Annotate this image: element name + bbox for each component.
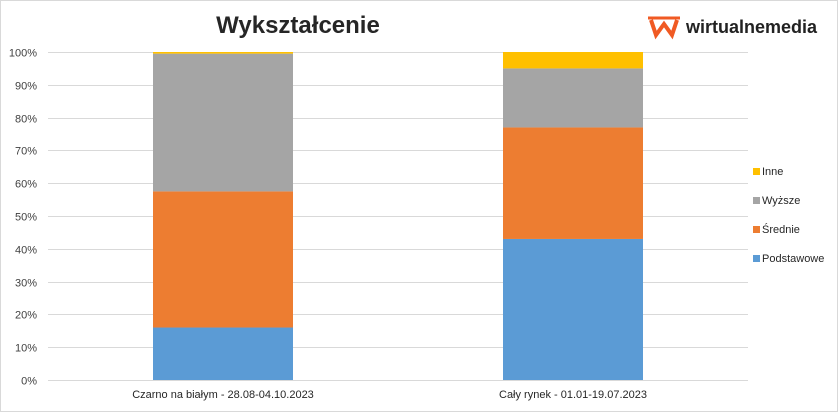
x-axis: Czarno na białym - 28.08-04.10.2023 Cały … [48, 380, 748, 401]
y-tick-label: 30% [15, 278, 37, 290]
y-axis-ticks: 0% 10% 20% 30% 40% 50% 60% 70% 80% 90% 100% [9, 48, 37, 388]
wm-logo-icon [648, 16, 680, 40]
y-tick-label: 90% [15, 81, 37, 93]
y-tick-label: 20% [15, 310, 37, 322]
legend-swatch [753, 226, 760, 233]
legend-swatch [753, 197, 760, 204]
bar-segment [503, 127, 643, 239]
y-tick-label: 70% [15, 146, 37, 158]
bar-segment [503, 52, 643, 69]
x-category-label: Cały rynek - 01.01-19.07.2023 [499, 389, 647, 401]
bar-segment [153, 191, 293, 328]
y-tick-label: 100% [9, 48, 37, 60]
legend-label: Inne [762, 166, 783, 178]
legend-label: Wyższe [762, 195, 800, 207]
brand-logo: wirtualnemedia [648, 16, 818, 40]
legend-swatch [753, 255, 760, 262]
bar-segment [153, 327, 293, 380]
y-tick-label: 0% [21, 376, 37, 388]
y-tick-label: 40% [15, 245, 37, 257]
y-tick-label: 80% [15, 114, 37, 126]
bar-segment [153, 52, 293, 54]
legend-swatch [753, 168, 760, 175]
bar-segment [503, 68, 643, 128]
legend: Inne Wyższe Średnie Podstawowe [753, 166, 824, 265]
y-tick-label: 50% [15, 212, 37, 224]
chart-title: Wykształcenie [216, 12, 380, 39]
bar-segment [153, 53, 293, 192]
bars [153, 52, 643, 380]
legend-label: Średnie [762, 223, 800, 236]
bar-segment [503, 238, 643, 380]
y-tick-label: 10% [15, 343, 37, 355]
legend-label: Podstawowe [762, 253, 824, 265]
brand-name: wirtualnemedia [685, 17, 818, 37]
y-tick-label: 60% [15, 179, 37, 191]
x-category-label: Czarno na białym - 28.08-04.10.2023 [132, 389, 314, 401]
